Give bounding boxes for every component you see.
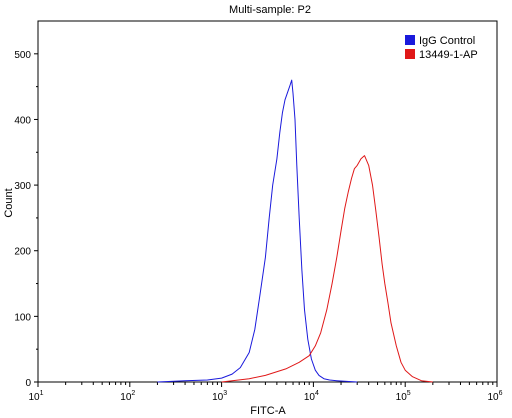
x-axis-label: FITC-A — [250, 405, 286, 417]
legend: IgG Control 13449-1-AP — [405, 35, 478, 61]
x-tick-label: 104 — [304, 390, 319, 403]
x-axis: 101 102 103 104 105 106 — [28, 382, 503, 403]
legend-label: IgG Control — [419, 35, 475, 47]
y-tick-label: 200 — [14, 247, 31, 258]
y-tick-label: 500 — [14, 50, 31, 61]
y-axis-label: Count — [3, 188, 15, 217]
legend-swatch — [405, 49, 415, 59]
y-axis: 0 100 200 300 400 500 — [14, 50, 38, 389]
series-layer — [157, 79, 433, 383]
plot-frame — [37, 20, 498, 383]
plot-border — [37, 20, 498, 383]
chart-title: Multi-sample: P2 — [229, 4, 311, 16]
legend-swatch — [405, 35, 415, 45]
y-tick-label: 300 — [14, 181, 31, 192]
x-tick-label: 105 — [396, 390, 411, 403]
series-line-2 — [221, 155, 433, 383]
x-tick-label: 103 — [212, 390, 227, 403]
legend-label: 13449-1-AP — [419, 49, 478, 61]
series-line-1 — [157, 79, 358, 383]
y-tick-label: 0 — [25, 378, 31, 389]
x-tick-label: 102 — [120, 390, 135, 403]
x-tick-label: 101 — [28, 390, 43, 403]
y-tick-label: 100 — [14, 312, 31, 323]
x-tick-label: 106 — [487, 390, 502, 403]
y-tick-label: 400 — [14, 115, 31, 126]
